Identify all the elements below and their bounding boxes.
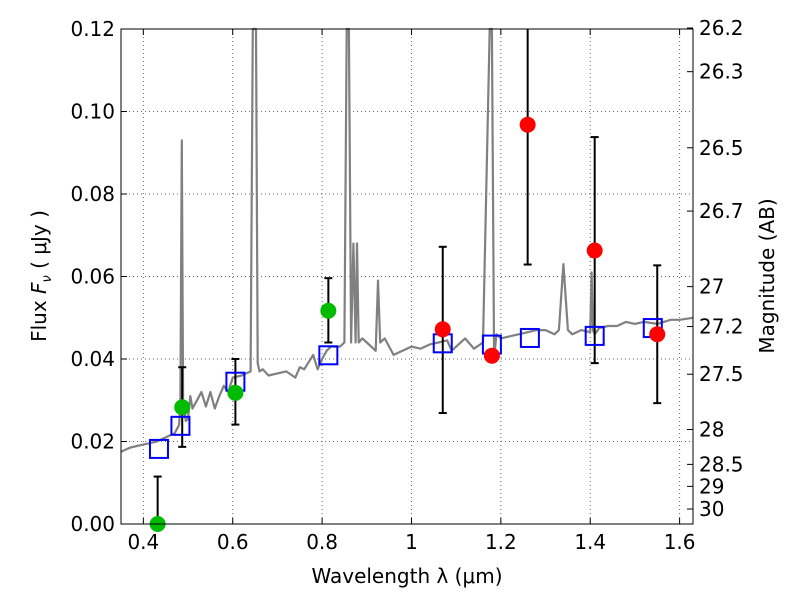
infrared-detection-point [434,321,451,338]
plot-frame [120,28,694,525]
y-tick-label: 0.12 [70,17,115,41]
x-tick-label: 1.2 [485,530,517,554]
x-tick-label: 1.6 [664,530,696,554]
right-tick-label: 26.5 [699,136,744,160]
y-axis-label: Flux Fν ( μJy ) [27,210,55,342]
right-tick-label: 26.2 [699,16,744,40]
y-tick-label: 0.00 [70,512,115,536]
x-tick-label: 1 [405,530,418,554]
right-tick-label: 26.3 [699,60,744,84]
optical-detection-point [227,384,244,401]
plot-area [120,27,694,532]
x-tick-label: 0.4 [127,530,159,554]
data-marks [148,29,666,532]
x-tick-label: 0.8 [306,530,338,554]
axis-ticks: 0.4 0.6 0.8 1 1.2 1.4 1.6 0.00 0.02 0.04 0.06 0.08 0… [70,16,743,554]
x-axis-label: Wavelength λ (μm) [311,564,502,588]
model-photometry-square [148,438,169,459]
x-tick-label: 1.4 [574,530,606,554]
infrared-detection-point [649,326,666,343]
y-tick-label: 0.02 [70,430,115,454]
right-tick-label: 28 [699,417,724,441]
model-photometry-square [318,345,339,366]
right-tick-label: 27.2 [699,315,744,339]
infrared-detection-point [483,347,500,364]
model-photometry-square [584,325,605,346]
y-tick-label: 0.04 [70,347,115,371]
y-tick-label: 0.06 [70,265,115,289]
right-tick-label: 29 [699,474,724,498]
right-axis-label: Magnitude (AB) [755,198,779,353]
spectrum-line [120,27,694,453]
optical-detection-point [174,399,191,416]
x-tick-label: 0.6 [217,530,249,554]
right-tick-label: 27.5 [699,362,744,386]
infrared-detection-point [519,116,536,133]
right-tick-label: 26.7 [699,199,744,223]
optical-detection-point [320,302,337,319]
model-photometry-square [519,327,540,348]
y-tick-label: 0.10 [70,100,115,124]
model-photometry-square [170,415,191,436]
right-tick-label: 27 [699,275,724,299]
y-tick-label: 0.08 [70,182,115,206]
right-tick-label: 30 [699,497,724,521]
infrared-detection-point [586,242,603,259]
right-tick-label: 28.5 [699,452,744,476]
grid [121,28,693,525]
